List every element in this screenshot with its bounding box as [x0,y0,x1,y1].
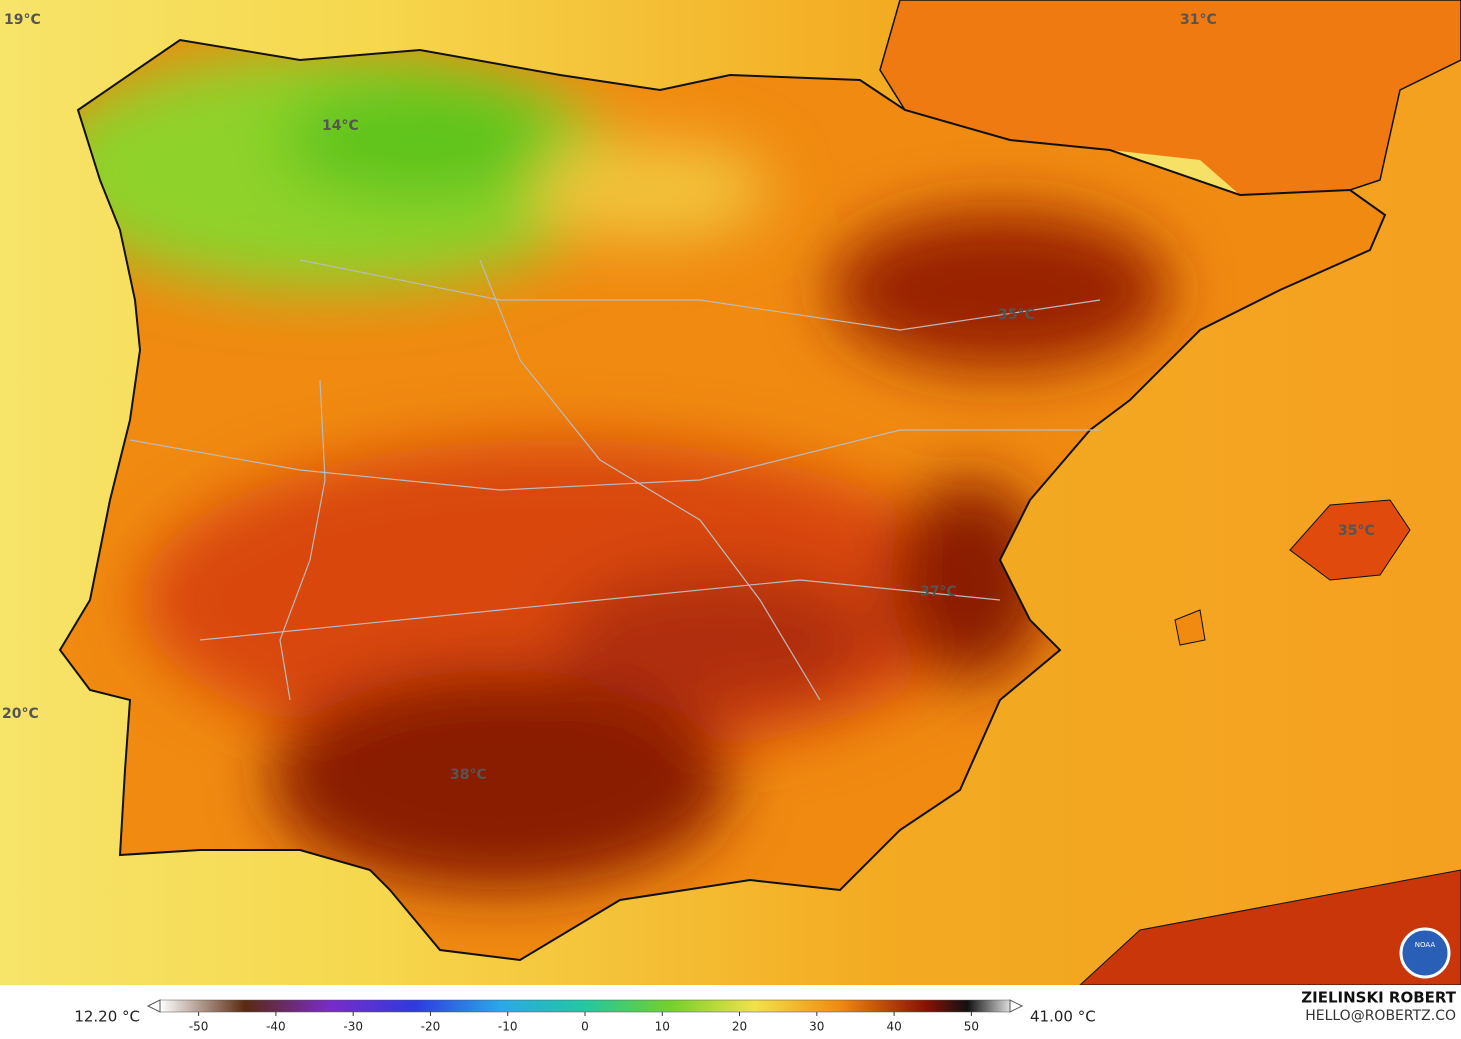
colorbar-max-arrow [1009,999,1024,1013]
colorbar-min-arrow [146,999,161,1013]
credit-email: HELLO@ROBERTZ.CO [1305,1008,1456,1024]
colorbar-tick-label: 30 [809,1020,824,1034]
menorca-ibiza [1174,609,1206,646]
temperature-label: 14°C [322,118,359,134]
colorbar-max-label: 41.00 °C [1030,1008,1096,1026]
colorbar-tick-label: 50 [964,1020,979,1034]
noaa-logo-text: NOAA [1415,941,1436,949]
colorbar-min-label: 12.20 °C [74,1008,140,1026]
colorbar-tick-label: 20 [732,1020,747,1034]
temperature-label: 35°C [1338,523,1375,539]
colorbar-tick-label: -10 [498,1020,518,1034]
noaa-logo [1399,927,1451,979]
colorbar-tick-label: 10 [655,1020,670,1034]
land [60,40,1385,960]
colorbar-tick-label: 40 [886,1020,901,1034]
credit-author: ZIELINSKI ROBERT [1301,989,1456,1007]
mallorca [1289,499,1411,581]
temperature-label: 37°C [920,584,957,600]
temperature-label: 31°C [1180,12,1217,28]
colorbar-tick-label: -50 [189,1020,209,1034]
colorbar [159,999,1011,1013]
colorbar-tick-label: -20 [421,1020,441,1034]
temperature-label: 19°C [4,12,41,28]
temperature-label: 38°C [450,767,487,783]
temperature-label: 20°C [2,706,39,722]
colorbar-tick-label: 0 [581,1020,589,1034]
colorbar-tick-label: -40 [266,1020,286,1034]
borders [129,259,1101,701]
colorbar-tick-label: -30 [343,1020,363,1034]
temperature-label: 35°C [998,307,1035,323]
